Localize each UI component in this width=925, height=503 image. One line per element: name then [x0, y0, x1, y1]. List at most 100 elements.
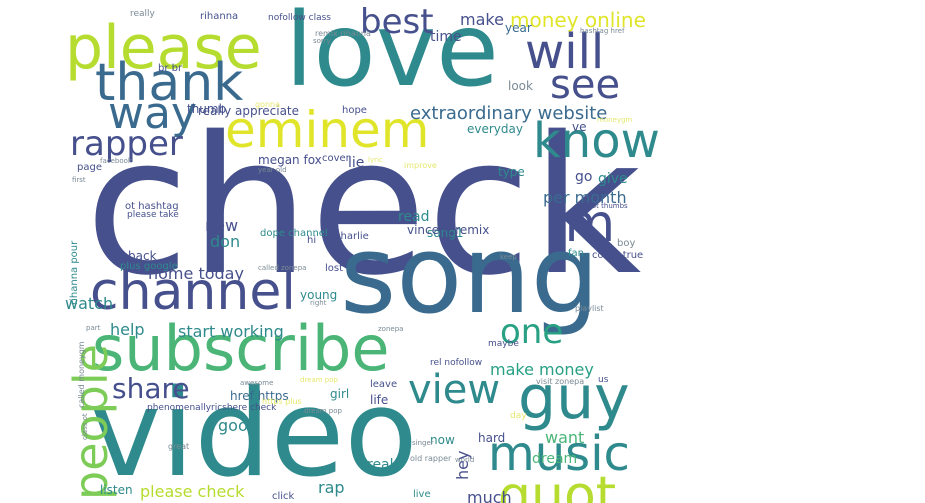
word-rihanna: rihanna: [200, 11, 239, 22]
word-ve: ve: [572, 120, 587, 134]
word-hard: hard: [478, 431, 506, 445]
word-per-month: per month: [543, 188, 627, 207]
word-part: part: [86, 324, 101, 332]
word-quot-thumbs: quot thumbs: [583, 202, 628, 210]
word-lyric: lyric: [368, 156, 383, 164]
word-gonna: gonna: [255, 100, 281, 109]
word-cover: cover: [322, 153, 350, 164]
word-channel: channel: [90, 262, 296, 322]
word-girl: girl: [330, 387, 350, 401]
word-dream-pop: dream pop: [300, 376, 338, 384]
word-page: page: [77, 162, 102, 173]
word-boy: boy: [617, 238, 636, 249]
word-dream: dream: [532, 451, 578, 467]
word-people: people: [64, 344, 118, 500]
word-us: us: [598, 375, 609, 385]
word-zonepa: zonepa: [378, 325, 404, 333]
word-help: help: [110, 320, 145, 339]
word-will: will: [525, 24, 605, 80]
word-real: real: [367, 457, 394, 473]
word-music: music: [488, 426, 630, 482]
word-thumb: thumb: [187, 102, 227, 116]
word-read: read: [398, 209, 430, 225]
word-remix-rihanna: remix rihanna: [315, 29, 371, 38]
word-please: please: [65, 13, 262, 83]
word-way: way: [108, 88, 197, 139]
word-start-working: start working: [178, 322, 284, 341]
word-everyday: everyday: [467, 122, 523, 136]
word-young: young: [300, 288, 338, 302]
word-life: life: [370, 393, 389, 407]
word-dream-pop: dream pop: [304, 407, 342, 415]
word-visit-zonepa: visit zonepa: [536, 377, 585, 386]
word-improve: improve: [404, 161, 437, 170]
word-know: know: [533, 113, 660, 169]
word-go: go: [575, 169, 593, 185]
word-listen: listen: [100, 483, 133, 497]
word-hashtag-href: hashtag href: [580, 27, 625, 35]
word-extraordinary-website: extraordinary website: [410, 103, 608, 124]
word-day: day: [510, 411, 527, 421]
word-maybe: maybe: [488, 339, 519, 349]
word-check: check: [85, 96, 642, 317]
word-really-appreciate: really appreciate: [198, 104, 300, 118]
word-ot-hashtag: ot hashtag: [125, 201, 179, 212]
word-sorry: sorry: [313, 37, 331, 45]
word-lie: lie: [348, 155, 365, 171]
word-back: back: [128, 249, 157, 263]
word-im: im: [550, 194, 616, 254]
word-https-plus: https plus: [262, 397, 302, 406]
word-please-check: please check: [140, 482, 245, 501]
word-br-br: br br: [158, 63, 183, 74]
word-rel-nofollow: rel nofollow: [430, 358, 483, 368]
word-good: good: [218, 416, 258, 435]
word-money-online: money online: [510, 8, 646, 32]
word-please-take: please take: [127, 210, 179, 220]
word-facebook: facebook: [100, 157, 132, 165]
word-song1: song1: [427, 226, 464, 240]
word-phenomenallyricshere-check: phenomenallyricshere check: [147, 403, 277, 413]
word-keep: keep: [500, 253, 517, 261]
word-dope-channel: dope channel: [260, 228, 328, 239]
word-video: video: [90, 365, 418, 503]
word-singer: singer: [412, 439, 434, 447]
word-rapper: rapper: [70, 124, 183, 164]
word-share: share: [112, 372, 190, 405]
word-right: right: [310, 299, 327, 307]
word-guy: guy: [518, 363, 630, 433]
word-eminem: eminem: [225, 101, 430, 159]
word-rap: rap: [318, 478, 345, 497]
word-make-money: make money: [490, 360, 594, 379]
word-click: click: [272, 491, 295, 502]
word-subscribe: subscribe: [92, 312, 390, 385]
word-much: much: [467, 488, 512, 503]
word-want: want: [545, 428, 585, 447]
word-year-old: year old: [258, 166, 287, 174]
word-vincent-remix: vincent remix: [407, 223, 490, 237]
word-hey: hey: [453, 450, 472, 480]
word-old-rapper: old rapper: [410, 454, 452, 463]
word-look: look: [508, 79, 533, 93]
word-see: see: [550, 62, 621, 108]
word-type: type: [498, 165, 525, 179]
word-best: best: [360, 2, 434, 42]
word-megan-fox: megan fox: [258, 153, 322, 167]
word-nofollow-class: nofollow class: [268, 13, 331, 23]
word-plus-google: plus google: [120, 261, 178, 272]
word-watch: watch: [65, 294, 114, 313]
word-quot: quot: [498, 466, 617, 503]
word-playlist: playlist: [575, 304, 604, 313]
word-make: make: [460, 10, 504, 29]
word-new: new: [205, 216, 239, 235]
word-one: one: [500, 312, 564, 352]
word-world: world: [455, 456, 475, 464]
word-year: year: [505, 21, 532, 35]
word-really: really: [130, 9, 155, 19]
word-love: love: [285, 0, 499, 110]
word-href-https: href https: [230, 389, 289, 403]
word-fan: fan: [568, 248, 584, 259]
word-awesome: awesome: [240, 379, 274, 387]
word-called-zonepa: called zonepa: [258, 264, 307, 272]
word-great: great: [168, 442, 190, 451]
